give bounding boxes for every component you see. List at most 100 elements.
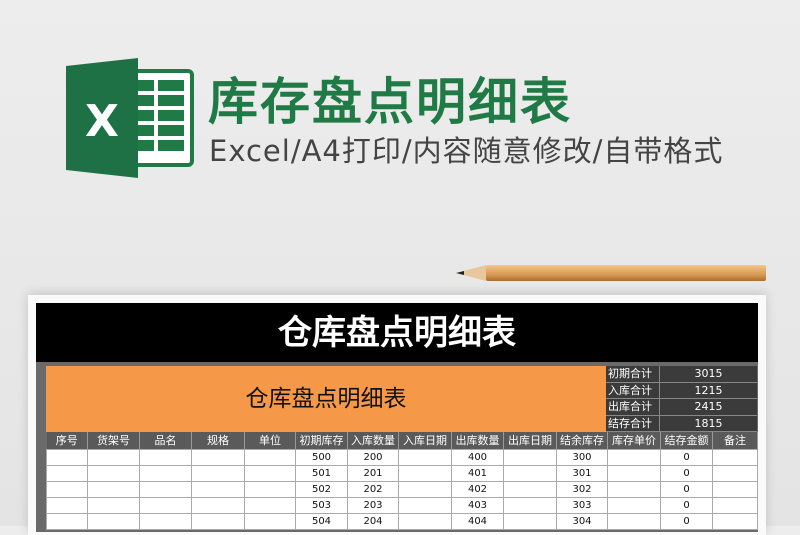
column-header: 序号 [46,432,88,449]
table-cell[interactable] [191,496,245,514]
table-cell[interactable] [46,448,88,466]
table-cell[interactable]: 0 [660,512,713,530]
table-cell[interactable] [46,480,88,498]
table-cell[interactable] [398,512,452,530]
table-cell[interactable]: 204 [347,512,399,530]
table-cell[interactable] [87,496,140,514]
table-cell[interactable] [46,512,88,530]
table-cell[interactable] [139,512,192,530]
table-cell[interactable] [503,448,557,466]
summary-row: 初期合计 3015 [606,366,757,383]
table-cell[interactable] [398,480,452,498]
column-header: 出库数量 [451,432,504,449]
column-header: 品名 [139,432,192,449]
table-cell[interactable]: 300 [556,448,608,466]
summary-value: 3015 [660,366,757,382]
table-cell[interactable]: 0 [660,496,713,514]
table-cell[interactable] [503,496,557,514]
table-cell[interactable] [503,480,557,498]
table-cell[interactable]: 503 [295,496,348,514]
table-cell[interactable] [87,448,140,466]
table-cell[interactable] [87,480,140,498]
table-row: 502 202 402 302 0 [46,480,758,498]
summary-value: 1815 [660,415,757,431]
column-header: 结存金额 [660,432,713,449]
table-cell[interactable] [607,496,661,514]
table-cell[interactable]: 502 [295,480,348,498]
summary-value: 1215 [660,382,757,398]
table-cell[interactable] [244,512,296,530]
column-header: 库存单价 [607,432,661,449]
table-cell[interactable]: 304 [556,512,608,530]
table-cell[interactable]: 501 [295,464,348,482]
table-cell[interactable] [712,448,758,466]
table-cell[interactable] [139,496,192,514]
table-cell[interactable]: 203 [347,496,399,514]
inventory-table: 序号 货架号 品名 规格 单位 初期库存 入库数量 入库日期 出库数量 出库日期 结余库存 库存单价结… [46,432,758,530]
table-cell[interactable]: 400 [451,448,504,466]
table-cell[interactable]: 201 [347,464,399,482]
table-cell[interactable] [712,480,758,498]
table-cell[interactable]: 0 [660,480,713,498]
column-header: 备注 [712,432,758,449]
table-header-row: 序号 货架号 品名 规格 单位 初期库存 入库数量 入库日期 出库数量 出库日期 结余库存 库存单价结… [46,432,758,449]
table-cell[interactable] [46,496,88,514]
table-cell[interactable] [398,448,452,466]
summary-row: 出库合计 2415 [606,399,757,416]
table-cell[interactable]: 302 [556,480,608,498]
table-cell[interactable]: 500 [295,448,348,466]
summary-label: 结存合计 [606,415,660,431]
table-cell[interactable] [398,496,452,514]
table-cell[interactable]: 0 [660,448,713,466]
table-cell[interactable]: 403 [451,496,504,514]
table-cell[interactable] [191,512,245,530]
column-header: 单位 [244,432,296,449]
table-cell[interactable] [139,480,192,498]
table-cell[interactable] [712,512,758,530]
column-header: 出库日期 [503,432,557,449]
table-cell[interactable] [244,464,296,482]
table-cell[interactable]: 202 [347,480,399,498]
table-cell[interactable] [87,512,140,530]
column-header: 入库日期 [398,432,452,449]
table-cell[interactable] [607,480,661,498]
summary-panel: 初期合计 3015 入库合计 1215 出库合计 2415 结存合计 1815 [606,366,757,432]
svg-text:X: X [85,96,119,147]
table-row: 504 204 404 304 0 [46,512,758,530]
table-cell[interactable]: 303 [556,496,608,514]
table-cell[interactable]: 401 [451,464,504,482]
summary-row: 结存合计 1815 [606,415,757,432]
table-cell[interactable] [139,448,192,466]
column-header: 货架号 [87,432,140,449]
column-header: 入库数量 [347,432,399,449]
table-cell[interactable] [607,464,661,482]
table-cell[interactable] [712,464,758,482]
table-cell[interactable]: 200 [347,448,399,466]
table-cell[interactable] [87,464,140,482]
summary-value: 2415 [660,399,757,415]
table-cell[interactable] [244,480,296,498]
table-cell[interactable] [503,464,557,482]
table-cell[interactable] [607,448,661,466]
table-cell[interactable] [503,512,557,530]
table-row: 503 203 403 303 0 [46,496,758,514]
table-cell[interactable]: 0 [660,464,713,482]
table-cell[interactable]: 402 [451,480,504,498]
table-cell[interactable]: 404 [451,512,504,530]
pencil-icon [456,265,766,281]
table-cell[interactable] [712,496,758,514]
inner-title: 仓库盘点明细表 [46,366,606,432]
table-cell[interactable] [607,512,661,530]
table-cell[interactable]: 301 [556,464,608,482]
table-cell[interactable] [244,448,296,466]
table-cell[interactable]: 504 [295,512,348,530]
table-cell[interactable] [191,448,245,466]
table-cell[interactable] [191,480,245,498]
table-cell[interactable] [244,496,296,514]
sheet-header: 仓库盘点明细表 [36,303,758,363]
table-cell[interactable] [191,464,245,482]
column-header: 规格 [191,432,245,449]
table-cell[interactable] [46,464,88,482]
table-cell[interactable] [398,464,452,482]
table-cell[interactable] [139,464,192,482]
